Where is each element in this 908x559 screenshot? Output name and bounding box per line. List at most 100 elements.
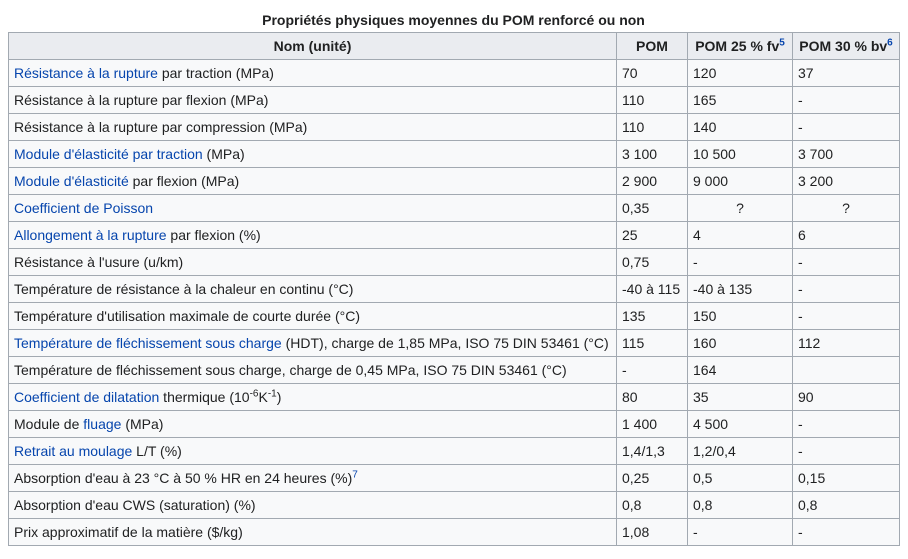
property-name-cell: Température de résistance à la chaleur e… — [8, 275, 617, 303]
header-row: Nom (unité) POM POM 25 % fv5 POM 30 % bv… — [8, 32, 900, 60]
property-link[interactable]: Résistance à la rupture — [14, 65, 158, 81]
reference-link[interactable]: 5 — [779, 37, 785, 49]
property-text: K — [258, 389, 268, 405]
value-pom-fv: - — [687, 518, 793, 546]
value-pom: 0,35 — [616, 194, 688, 222]
value-pom: 0,75 — [616, 248, 688, 276]
table-row: Résistance à l'usure (u/km) 0,75- - — [8, 248, 900, 276]
property-name-cell: Résistance à la rupture par traction (MP… — [8, 59, 617, 87]
property-link[interactable]: Coefficient de dilatation — [14, 389, 160, 405]
property-text: Module de — [14, 416, 84, 432]
table-row: Température de résistance à la chaleur e… — [8, 275, 900, 303]
value-pom: -40 à 115 — [616, 275, 688, 303]
value-pom-bv: ? — [792, 194, 900, 222]
property-text: par flexion (MPa) — [128, 173, 240, 189]
property-link[interactable]: Retrait au moulage — [14, 443, 133, 459]
value-pom-fv: 165 — [687, 86, 793, 114]
value-pom-fv: 4 500 — [687, 410, 793, 438]
value-pom-fv: 120 — [687, 59, 793, 87]
value-pom: 1,4/1,3 — [616, 437, 688, 465]
value-pom-bv: - — [792, 86, 900, 114]
property-text: thermique (10 — [159, 389, 250, 405]
header-pom: POM — [616, 32, 688, 60]
property-text: par traction (MPa) — [157, 65, 274, 81]
property-name-cell: Prix approximatif de la matière ($/kg) — [8, 518, 617, 546]
property-name-cell: Température d'utilisation maximale de co… — [8, 302, 617, 330]
table-row: Prix approximatif de la matière ($/kg) 1,… — [8, 518, 900, 546]
property-text: ) — [276, 389, 282, 405]
properties-table-container: Propriétés physiques moyennes du POM ren… — [8, 8, 900, 546]
property-name-cell: Absorption d'eau CWS (saturation) (%) — [8, 491, 617, 519]
table-row: Retrait au moulage L/T (%) 1,4/1,3 1,2/0,4… — [8, 437, 900, 465]
reference-link[interactable]: 7 — [352, 469, 358, 481]
superscript: -1 — [267, 388, 277, 400]
value-pom: 1 400 — [616, 410, 688, 438]
header-pom-fv: POM 25 % fv5 — [687, 32, 793, 60]
property-text: (MPa) — [121, 416, 164, 432]
table-row: Coefficient de Poisson 0,35?? — [8, 194, 900, 222]
property-name-cell: Module d'élasticité par traction (MPa) — [8, 140, 617, 168]
value-pom: 110 — [616, 86, 688, 114]
value-pom: 135 — [616, 302, 688, 330]
value-pom: 115 — [616, 329, 688, 357]
property-link[interactable]: Température de fléchissement sous charge — [14, 335, 282, 351]
table-row: Module d'élasticité par traction (MPa) 3 … — [8, 140, 900, 168]
table-row: Résistance à la rupture par traction (MP… — [8, 59, 900, 87]
property-text: Absorption d'eau CWS (saturation) (%) — [14, 497, 256, 513]
value-pom-bv: - — [792, 302, 900, 330]
value-pom: - — [616, 356, 688, 384]
value-pom: 110 — [616, 113, 688, 141]
reference-link[interactable]: 6 — [887, 37, 893, 49]
table-row: Absorption d'eau CWS (saturation) (%) 0,8… — [8, 491, 900, 519]
property-name-cell: Température de fléchissement sous charge… — [8, 329, 617, 357]
property-text: Absorption d'eau à 23 °C à 50 % HR en 24… — [14, 470, 353, 486]
value-pom-fv: 9 000 — [687, 167, 793, 195]
property-link[interactable]: Coefficient de Poisson — [14, 200, 154, 216]
property-name-cell: Allongement à la rupture par flexion (%) — [8, 221, 617, 249]
property-text: Prix approximatif de la matière ($/kg) — [14, 524, 243, 540]
value-pom: 25 — [616, 221, 688, 249]
property-link[interactable]: Allongement à la rupture — [14, 227, 167, 243]
property-name-cell: Absorption d'eau à 23 °C à 50 % HR en 24… — [8, 464, 617, 492]
table-row: Température d'utilisation maximale de co… — [8, 302, 900, 330]
property-link[interactable]: Module d'élasticité par traction — [14, 146, 203, 162]
value-pom: 0,25 — [616, 464, 688, 492]
properties-table: Nom (unité) POM POM 25 % fv5 POM 30 % bv… — [8, 32, 900, 546]
value-pom-fv: 10 500 — [687, 140, 793, 168]
value-pom: 0,8 — [616, 491, 688, 519]
value-pom-fv: 0,8 — [687, 491, 793, 519]
value-pom-bv — [792, 356, 900, 384]
property-name-cell: Résistance à la rupture par flexion (MPa… — [8, 86, 617, 114]
table-row: Résistance à la rupture par flexion (MPa… — [8, 86, 900, 114]
value-pom-fv: -40 à 135 — [687, 275, 793, 303]
property-text: Température d'utilisation maximale de co… — [14, 308, 360, 324]
value-pom-fv: 150 — [687, 302, 793, 330]
value-pom-bv: 0,8 — [792, 491, 900, 519]
header-name: Nom (unité) — [8, 32, 617, 60]
value-pom-bv: - — [792, 437, 900, 465]
property-name-cell: Module d'élasticité par flexion (MPa) — [8, 167, 617, 195]
value-pom-bv: 112 — [792, 329, 900, 357]
table-row: Température de fléchissement sous charge… — [8, 356, 900, 384]
value-pom-bv: - — [792, 410, 900, 438]
table-caption: Propriétés physiques moyennes du POM ren… — [262, 12, 645, 28]
value-pom: 70 — [616, 59, 688, 87]
table-row: Absorption d'eau à 23 °C à 50 % HR en 24… — [8, 464, 900, 492]
property-name-cell: Résistance à l'usure (u/km) — [8, 248, 617, 276]
property-link[interactable]: fluage — [83, 416, 122, 432]
property-text: Résistance à la rupture par flexion (MPa… — [14, 92, 269, 108]
value-pom: 1,08 — [616, 518, 688, 546]
value-pom: 3 100 — [616, 140, 688, 168]
property-name-cell: Coefficient de dilatation thermique (10 -… — [8, 383, 617, 411]
property-text: Résistance à l'usure (u/km) — [14, 254, 184, 270]
table-row: Résistance à la rupture par compression … — [8, 113, 900, 141]
property-text: Résistance à la rupture par compression … — [14, 119, 308, 135]
property-text: par flexion (%) — [166, 227, 261, 243]
table-row: Module de fluage (MPa) 1 400 4 500- — [8, 410, 900, 438]
value-pom-fv: 164 — [687, 356, 793, 384]
value-pom-bv: - — [792, 248, 900, 276]
property-link[interactable]: Module d'élasticité — [14, 173, 129, 189]
value-pom-bv: 37 — [792, 59, 900, 87]
table-row: Module d'élasticité par flexion (MPa) 2 9… — [8, 167, 900, 195]
table-row: Allongement à la rupture par flexion (%)… — [8, 221, 900, 249]
